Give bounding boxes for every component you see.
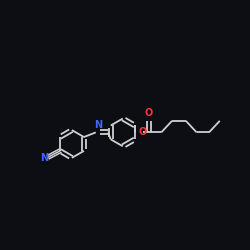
Text: O: O	[145, 108, 153, 118]
Text: O: O	[138, 127, 146, 137]
Text: N: N	[40, 153, 48, 163]
Text: N: N	[94, 120, 102, 130]
